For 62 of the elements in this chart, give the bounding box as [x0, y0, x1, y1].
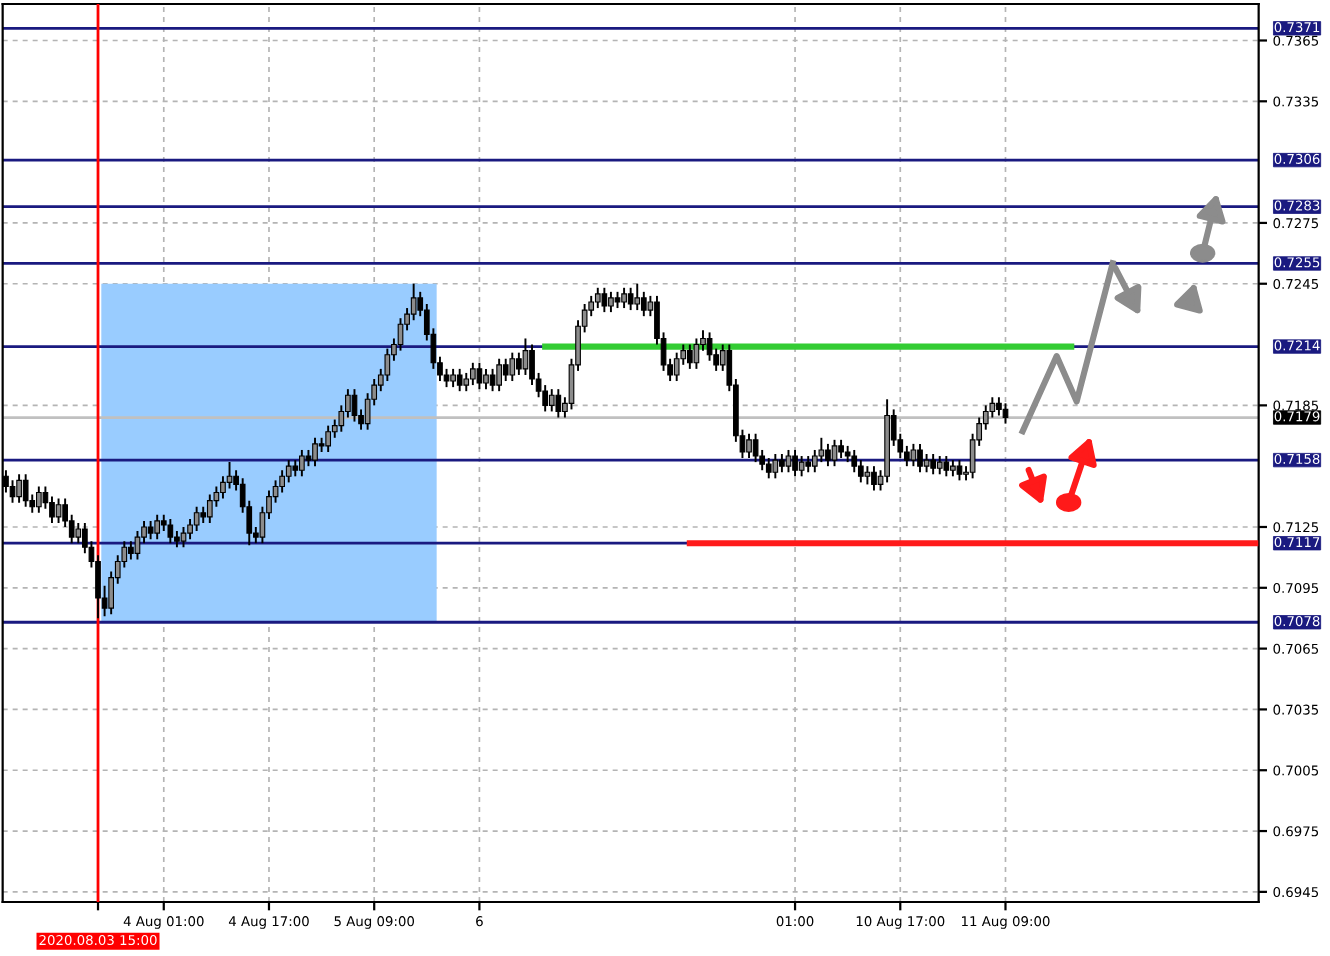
- candlestick: [522, 337, 529, 376]
- candlestick: [752, 432, 759, 464]
- candlestick: [450, 367, 456, 389]
- candlestick: [798, 455, 805, 478]
- candlestick: [22, 473, 29, 508]
- candlestick: [746, 432, 752, 460]
- candlestick: [785, 448, 792, 474]
- candlestick: [634, 282, 641, 312]
- candlestick: [509, 351, 516, 383]
- candlestick: [555, 388, 562, 419]
- candlestick: [792, 448, 798, 478]
- candlestick: [686, 343, 693, 370]
- candlestick: [128, 540, 134, 561]
- candlestick: [831, 438, 838, 468]
- candlestick: [864, 465, 871, 486]
- candlestick: [765, 457, 772, 480]
- candlestick: [673, 351, 680, 383]
- candlestick: [496, 357, 502, 393]
- candlestick: [818, 436, 825, 464]
- candlestick: [910, 442, 917, 468]
- candlestick: [469, 361, 476, 387]
- candlestick: [35, 485, 42, 514]
- candlestick: [871, 465, 877, 492]
- candlestick: [640, 290, 647, 318]
- candlestick: [516, 351, 522, 376]
- candlestick: [621, 286, 627, 310]
- candlestick: [779, 453, 785, 474]
- candlestick: [463, 371, 470, 393]
- candlestick: [16, 473, 22, 504]
- candlestick: [996, 396, 1002, 417]
- candlestick: [180, 526, 187, 549]
- candlestick: [693, 337, 700, 370]
- candlestick: [917, 442, 923, 474]
- candlestick: [923, 453, 930, 474]
- candlestick: [489, 367, 496, 393]
- candlestick: [55, 497, 62, 524]
- candlestick: [154, 513, 161, 541]
- candlestick: [930, 453, 937, 476]
- candlestick: [594, 286, 601, 310]
- candlestick: [325, 424, 332, 453]
- candlestick: [772, 453, 779, 480]
- candlestick: [147, 519, 154, 541]
- candlestick: [825, 442, 831, 468]
- candlestick: [193, 505, 200, 533]
- candlestick: [299, 448, 305, 478]
- candlestick: [75, 521, 82, 545]
- candlestick: [410, 282, 417, 322]
- candlestick: [851, 448, 858, 474]
- candlestick: [456, 367, 463, 393]
- candlestick: [502, 357, 509, 383]
- candlestick: [608, 290, 614, 314]
- candlestick: [167, 517, 174, 545]
- candlestick: [627, 286, 634, 312]
- candlestick: [476, 361, 483, 391]
- candlestick: [312, 436, 318, 468]
- candlestick: [943, 455, 950, 478]
- candlestick: [548, 388, 555, 413]
- candlestick: [838, 438, 844, 460]
- candlestick: [206, 493, 213, 524]
- candlestick: [601, 286, 608, 314]
- candlestick: [936, 455, 943, 476]
- candlestick: [483, 367, 489, 391]
